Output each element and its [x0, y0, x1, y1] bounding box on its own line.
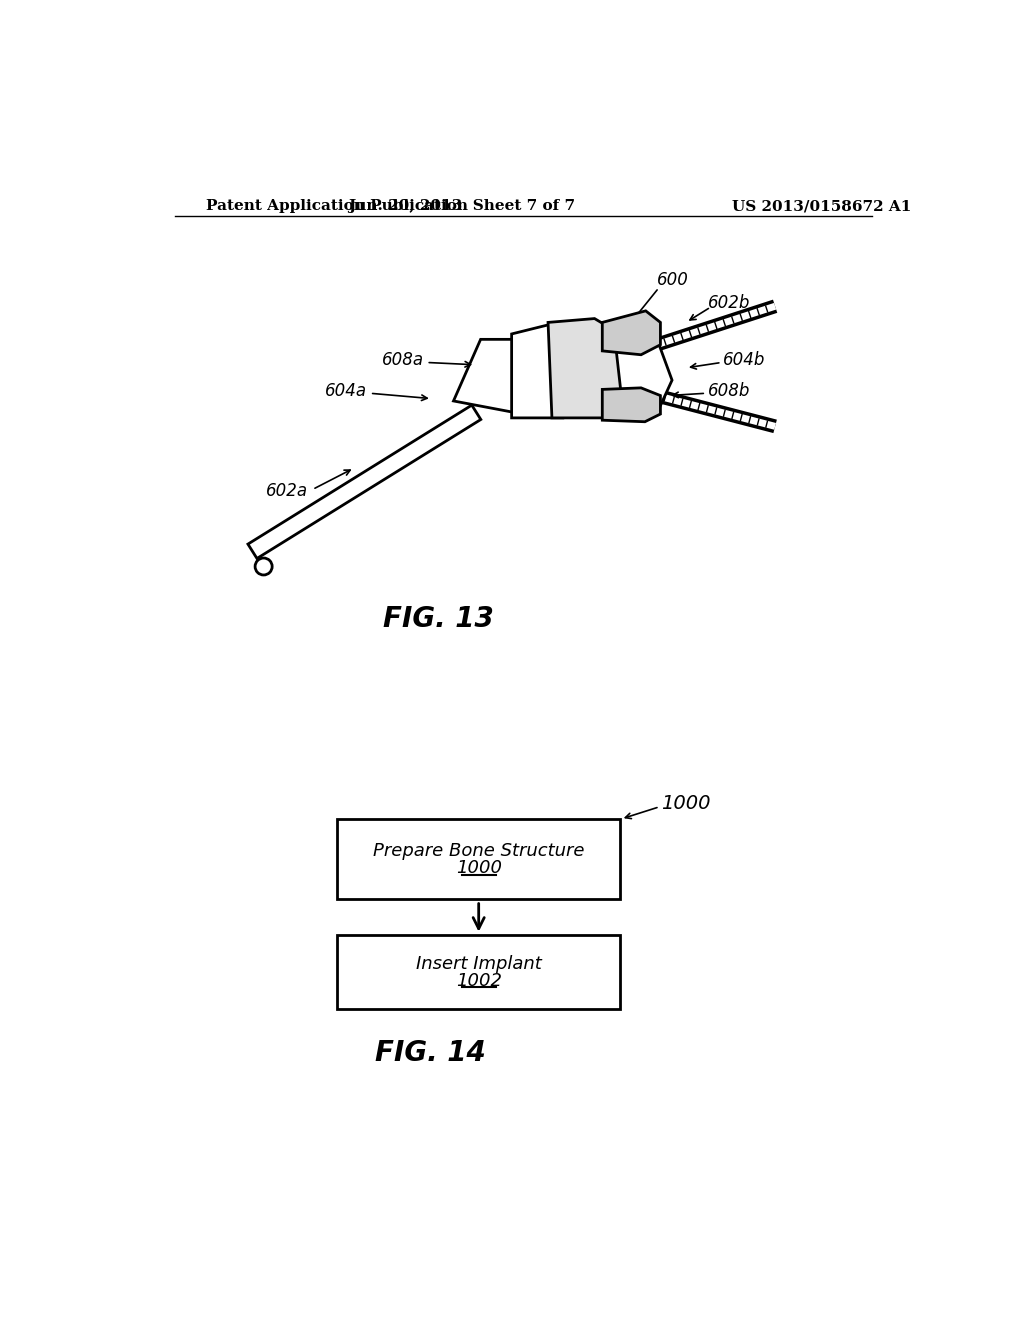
- Text: US 2013/0158672 A1: US 2013/0158672 A1: [732, 199, 912, 213]
- Text: FIG. 14: FIG. 14: [375, 1039, 485, 1067]
- Text: Prepare Bone Structure: Prepare Bone Structure: [373, 842, 585, 861]
- Bar: [337, 935, 621, 1010]
- Text: 604b: 604b: [723, 351, 766, 370]
- Text: 1000: 1000: [662, 795, 711, 813]
- Polygon shape: [248, 405, 481, 558]
- Text: 602a: 602a: [265, 482, 308, 500]
- Polygon shape: [548, 318, 622, 418]
- Polygon shape: [454, 339, 539, 416]
- Text: 604a: 604a: [325, 381, 367, 400]
- Text: Patent Application Publication: Patent Application Publication: [206, 199, 468, 213]
- Text: 608a: 608a: [382, 351, 424, 370]
- Text: 602b: 602b: [708, 294, 750, 312]
- Polygon shape: [512, 322, 587, 418]
- Polygon shape: [602, 312, 660, 355]
- Text: 1002: 1002: [456, 972, 502, 990]
- Text: Jun. 20, 2013  Sheet 7 of 7: Jun. 20, 2013 Sheet 7 of 7: [348, 199, 574, 213]
- Bar: [337, 818, 621, 899]
- Polygon shape: [602, 388, 660, 422]
- Text: FIG. 13: FIG. 13: [383, 605, 494, 632]
- Text: Insert Implant: Insert Implant: [416, 956, 542, 973]
- Polygon shape: [606, 330, 672, 418]
- Text: 1000: 1000: [456, 859, 502, 878]
- Text: 600: 600: [656, 271, 688, 289]
- Ellipse shape: [255, 558, 272, 576]
- Text: 608b: 608b: [708, 381, 750, 400]
